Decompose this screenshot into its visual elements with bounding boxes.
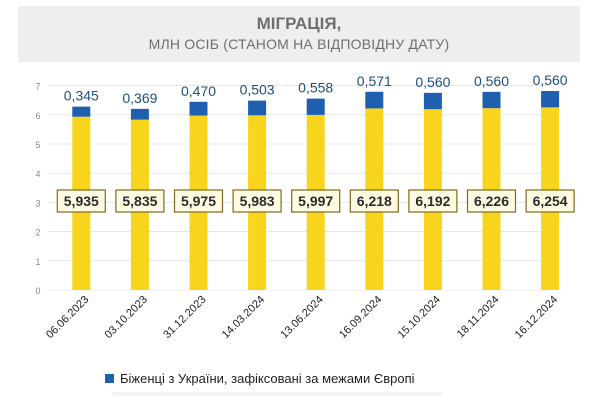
- y-tick-label: 4: [35, 169, 40, 179]
- data-label-europe: 5,835: [122, 193, 157, 209]
- bar-abroad: [189, 101, 208, 116]
- data-label-europe-box: [408, 189, 458, 213]
- legend-label-abroad: Біженці з України, зафіксовані за межами…: [120, 371, 415, 386]
- data-label-europe: 6,218: [357, 193, 392, 209]
- y-tick-label: 2: [35, 228, 40, 238]
- x-tick-label: 15.10.2024: [396, 294, 443, 341]
- chart-subtitle: МЛН ОСІБ (СТАНОМ НА ВІДПОВІДНУ ДАТУ): [148, 36, 450, 52]
- data-label-abroad: 0,560: [415, 74, 450, 90]
- data-label-europe: 5,975: [181, 193, 216, 209]
- data-label-europe-box: [349, 189, 399, 213]
- data-label-europe-box: [56, 189, 106, 213]
- data-label-abroad: 0,470: [181, 83, 216, 99]
- data-label-abroad: 0,560: [474, 73, 509, 89]
- data-label-europe-box: [525, 189, 575, 213]
- data-label-abroad: 0,503: [240, 82, 275, 98]
- bar-abroad: [541, 91, 560, 108]
- x-tick-label: 13.06.2024: [278, 294, 325, 341]
- x-tick-label: 18.11.2024: [455, 294, 502, 341]
- data-label-europe-box: [232, 189, 282, 213]
- legend-swatch-abroad: [105, 374, 114, 383]
- x-tick-label: 31.12.2023: [161, 294, 208, 341]
- legend-cut-off: [112, 392, 442, 400]
- y-tick-label: 1: [35, 257, 40, 267]
- bar-abroad: [248, 100, 267, 116]
- bar-abroad: [72, 106, 91, 117]
- data-label-europe: 6,254: [533, 193, 568, 209]
- bar-abroad: [365, 91, 384, 109]
- data-label-abroad: 0,369: [122, 90, 157, 106]
- data-label-europe-box: [173, 189, 224, 213]
- data-label-europe-box: [115, 189, 165, 213]
- bar-abroad: [482, 91, 501, 109]
- bar-abroad: [306, 98, 325, 115]
- data-label-abroad: 0,345: [64, 88, 99, 104]
- x-tick-label: 06.06.2023: [44, 294, 91, 341]
- y-tick-label: 0: [35, 286, 40, 296]
- data-label-abroad: 0,571: [357, 73, 392, 89]
- chart-title: МІГРАЦІЯ,: [256, 14, 342, 33]
- title-band: [18, 6, 580, 62]
- y-tick-label: 3: [35, 198, 40, 208]
- y-tick-label: 5: [35, 140, 40, 150]
- data-label-europe-box: [291, 189, 341, 213]
- data-label-europe: 5,997: [298, 193, 333, 209]
- data-label-abroad: 0,560: [533, 72, 568, 88]
- x-tick-label: 14.03.2024: [220, 294, 267, 341]
- y-tick-label: 7: [35, 82, 40, 92]
- bar-abroad: [130, 108, 149, 120]
- data-label-europe-box: [466, 189, 517, 213]
- data-label-abroad: 0,558: [298, 80, 333, 96]
- x-tick-label: 03.10.2023: [103, 294, 150, 341]
- data-label-europe: 6,226: [474, 193, 509, 209]
- x-tick-label: 16.12.2024: [513, 294, 560, 341]
- y-tick-label: 6: [35, 111, 40, 121]
- legend: Біженці з України, зафіксовані за межами…: [105, 371, 415, 386]
- data-label-europe: 6,192: [415, 193, 450, 209]
- bar-abroad: [423, 92, 442, 110]
- data-label-europe: 5,935: [64, 193, 99, 209]
- x-tick-label: 16.09.2024: [337, 294, 384, 341]
- data-label-europe: 5,983: [240, 193, 275, 209]
